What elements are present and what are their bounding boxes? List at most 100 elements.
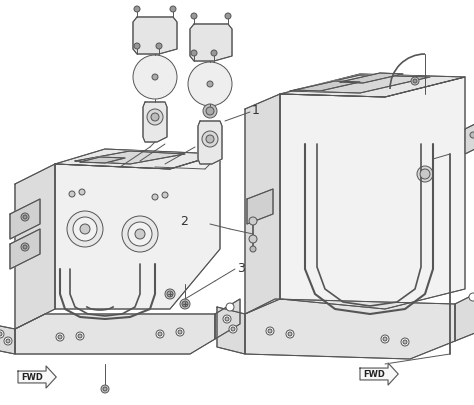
Polygon shape xyxy=(143,103,167,143)
Circle shape xyxy=(225,14,231,20)
Polygon shape xyxy=(245,95,280,314)
Text: 3: 3 xyxy=(237,261,245,274)
Circle shape xyxy=(226,303,234,311)
Circle shape xyxy=(211,51,217,57)
Polygon shape xyxy=(290,76,430,94)
Circle shape xyxy=(207,82,213,88)
Polygon shape xyxy=(15,164,55,329)
Circle shape xyxy=(381,335,389,343)
Circle shape xyxy=(158,332,162,336)
Circle shape xyxy=(78,334,82,338)
Circle shape xyxy=(147,110,163,126)
Circle shape xyxy=(58,335,62,339)
Circle shape xyxy=(266,327,274,335)
Circle shape xyxy=(122,216,158,252)
Text: FWD: FWD xyxy=(363,370,385,379)
Circle shape xyxy=(69,192,75,198)
Polygon shape xyxy=(455,289,474,341)
Polygon shape xyxy=(215,299,240,339)
Circle shape xyxy=(206,108,214,116)
Circle shape xyxy=(225,317,229,321)
Polygon shape xyxy=(340,74,403,84)
Circle shape xyxy=(0,330,4,338)
Circle shape xyxy=(180,299,190,309)
Polygon shape xyxy=(55,149,220,170)
Circle shape xyxy=(76,332,84,340)
Circle shape xyxy=(156,330,164,338)
Circle shape xyxy=(250,246,256,252)
Circle shape xyxy=(231,327,235,331)
Circle shape xyxy=(23,215,27,220)
Polygon shape xyxy=(18,366,56,388)
Circle shape xyxy=(413,80,417,84)
Circle shape xyxy=(67,211,103,247)
Circle shape xyxy=(403,340,407,344)
Polygon shape xyxy=(198,122,222,164)
Polygon shape xyxy=(0,324,15,354)
Polygon shape xyxy=(280,75,465,98)
Circle shape xyxy=(79,190,85,196)
Circle shape xyxy=(176,328,184,336)
Polygon shape xyxy=(465,120,474,155)
Circle shape xyxy=(170,7,176,13)
Circle shape xyxy=(223,315,231,323)
Circle shape xyxy=(134,44,140,50)
Circle shape xyxy=(21,213,29,222)
Circle shape xyxy=(133,56,177,100)
Circle shape xyxy=(21,243,29,252)
Circle shape xyxy=(101,385,109,393)
Circle shape xyxy=(249,217,257,226)
Circle shape xyxy=(191,51,197,57)
Polygon shape xyxy=(10,200,40,239)
Polygon shape xyxy=(133,18,177,55)
Circle shape xyxy=(249,235,257,243)
Circle shape xyxy=(152,194,158,200)
Circle shape xyxy=(23,245,27,249)
Circle shape xyxy=(383,337,387,341)
Circle shape xyxy=(268,329,272,333)
Circle shape xyxy=(411,78,419,86)
Circle shape xyxy=(286,330,294,338)
Circle shape xyxy=(417,166,433,183)
Circle shape xyxy=(206,136,214,144)
Circle shape xyxy=(73,217,97,241)
Circle shape xyxy=(103,387,107,391)
Circle shape xyxy=(182,301,188,307)
Polygon shape xyxy=(10,230,40,269)
Polygon shape xyxy=(245,299,455,359)
Polygon shape xyxy=(190,25,232,62)
Circle shape xyxy=(6,339,10,343)
Polygon shape xyxy=(217,307,245,354)
Circle shape xyxy=(134,7,140,13)
Circle shape xyxy=(56,333,64,341)
Polygon shape xyxy=(295,82,360,92)
Circle shape xyxy=(420,170,430,179)
Circle shape xyxy=(151,114,159,121)
Circle shape xyxy=(0,332,2,336)
Polygon shape xyxy=(75,151,185,164)
Circle shape xyxy=(470,133,474,139)
Circle shape xyxy=(165,289,175,299)
Text: 1: 1 xyxy=(252,104,260,117)
Polygon shape xyxy=(15,314,215,354)
Circle shape xyxy=(167,291,173,297)
Circle shape xyxy=(178,330,182,334)
Circle shape xyxy=(203,105,217,119)
Circle shape xyxy=(191,14,197,20)
Polygon shape xyxy=(360,363,398,385)
Circle shape xyxy=(156,44,162,50)
Polygon shape xyxy=(247,190,273,224)
Polygon shape xyxy=(280,78,465,309)
Circle shape xyxy=(229,325,237,333)
Circle shape xyxy=(128,222,152,246)
Circle shape xyxy=(152,75,158,81)
Circle shape xyxy=(469,293,474,301)
Circle shape xyxy=(162,192,168,198)
Circle shape xyxy=(188,63,232,107)
Polygon shape xyxy=(55,155,220,309)
Text: 2: 2 xyxy=(180,215,188,228)
Polygon shape xyxy=(80,158,125,164)
Circle shape xyxy=(202,132,218,148)
Circle shape xyxy=(135,230,145,239)
Circle shape xyxy=(80,224,90,234)
